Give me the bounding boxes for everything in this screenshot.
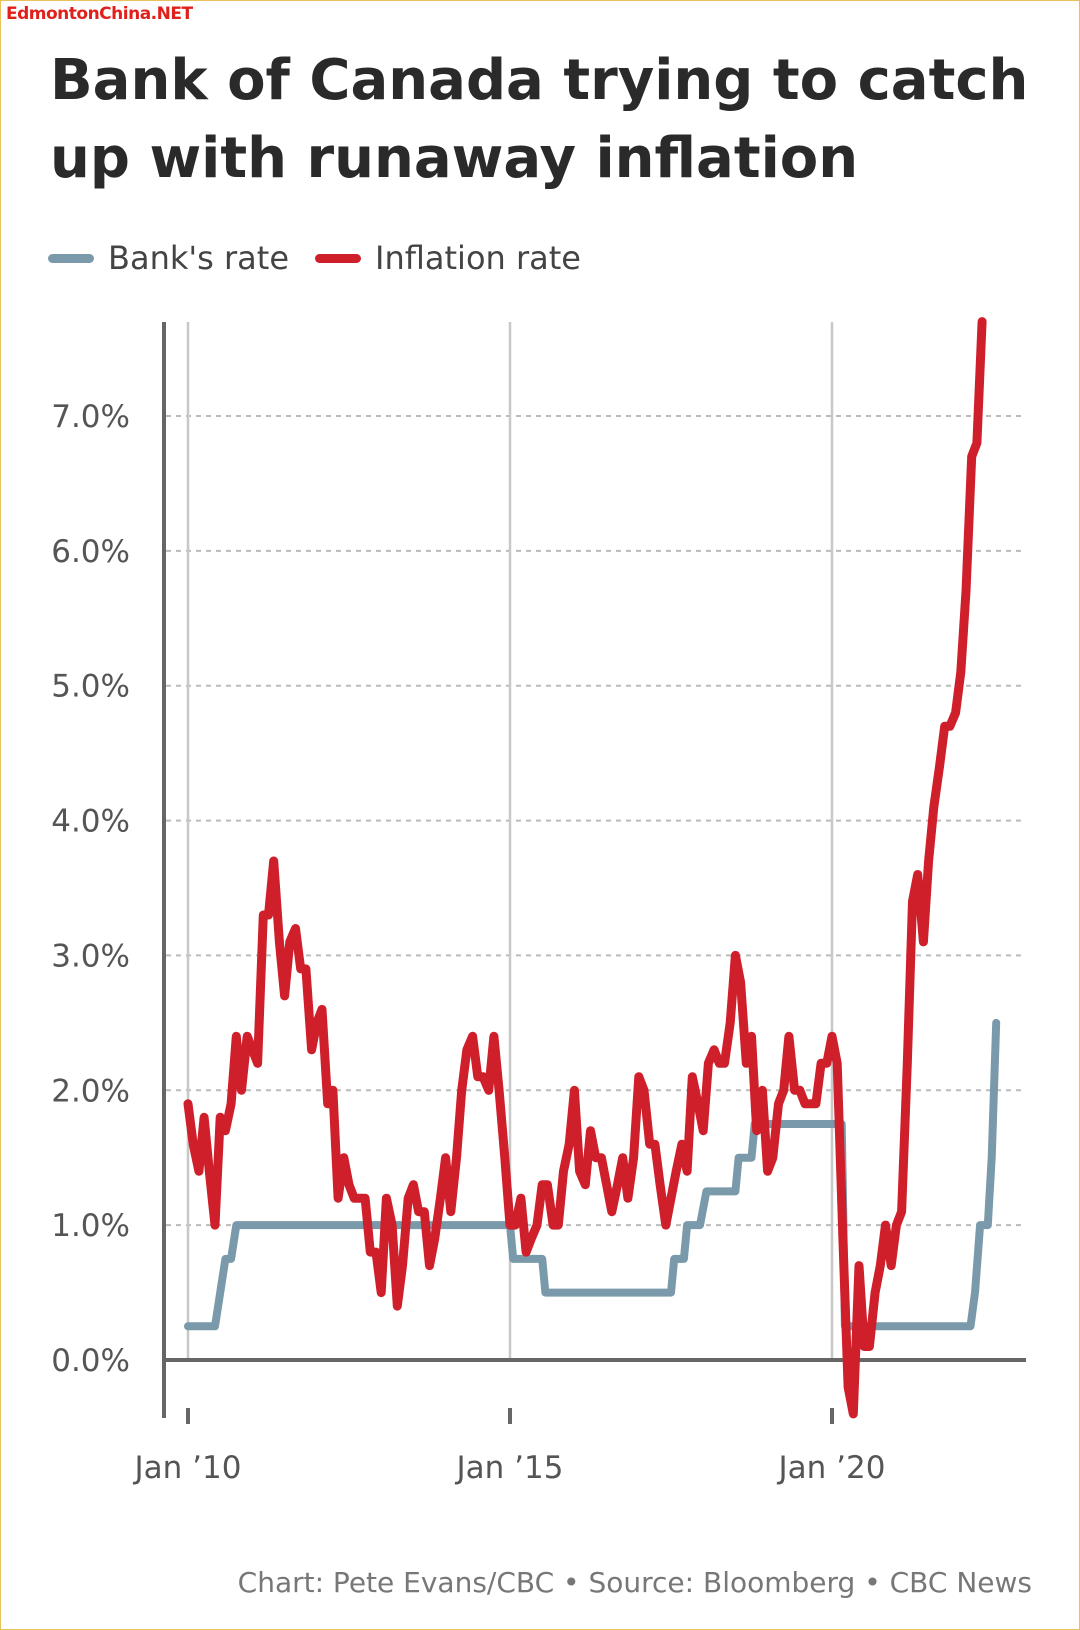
- x-tick-label: Jan ’10: [133, 1450, 242, 1486]
- legend: Bank's rate Inflation rate: [48, 238, 607, 278]
- x-tick-label: Jan ’15: [455, 1450, 564, 1486]
- legend-item-bank-rate: Bank's rate: [48, 239, 289, 277]
- y-tick-label: 0.0%: [51, 1343, 130, 1379]
- legend-swatch-inflation-rate: [315, 253, 362, 263]
- watermark: EdmontonChina.NET: [6, 4, 193, 24]
- y-tick-label: 3.0%: [51, 938, 130, 974]
- y-tick-label: 5.0%: [51, 669, 130, 705]
- y-tick-label: 7.0%: [51, 399, 130, 435]
- x-tick-label: Jan ’20: [777, 1450, 886, 1486]
- legend-label-bank-rate: Bank's rate: [108, 239, 290, 277]
- chart-title: Bank of Canada trying to catch up with r…: [50, 48, 1029, 191]
- y-tick-label: 4.0%: [51, 804, 130, 840]
- legend-swatch-bank-rate: [48, 253, 94, 263]
- series-line-bank-rate: [184, 1018, 1001, 1331]
- line-chart: 0.0% 1.0% 2.0% 3.0% 4.0% 5.0% 6.0% 7.0% Jan ’10 J…: [51, 317, 1026, 1486]
- chart-credit: Chart: Pete Evans/CBC • Source: Bloomber…: [237, 1566, 1032, 1599]
- y-tick-label: 6.0%: [51, 534, 130, 570]
- legend-item-inflation-rate: Inflation rate: [315, 239, 581, 277]
- legend-label-inflation-rate: Inflation rate: [375, 239, 581, 277]
- y-tick-label: 1.0%: [51, 1208, 130, 1244]
- y-tick-label: 2.0%: [51, 1073, 130, 1109]
- series-line-inflation-rate: [183, 317, 987, 1419]
